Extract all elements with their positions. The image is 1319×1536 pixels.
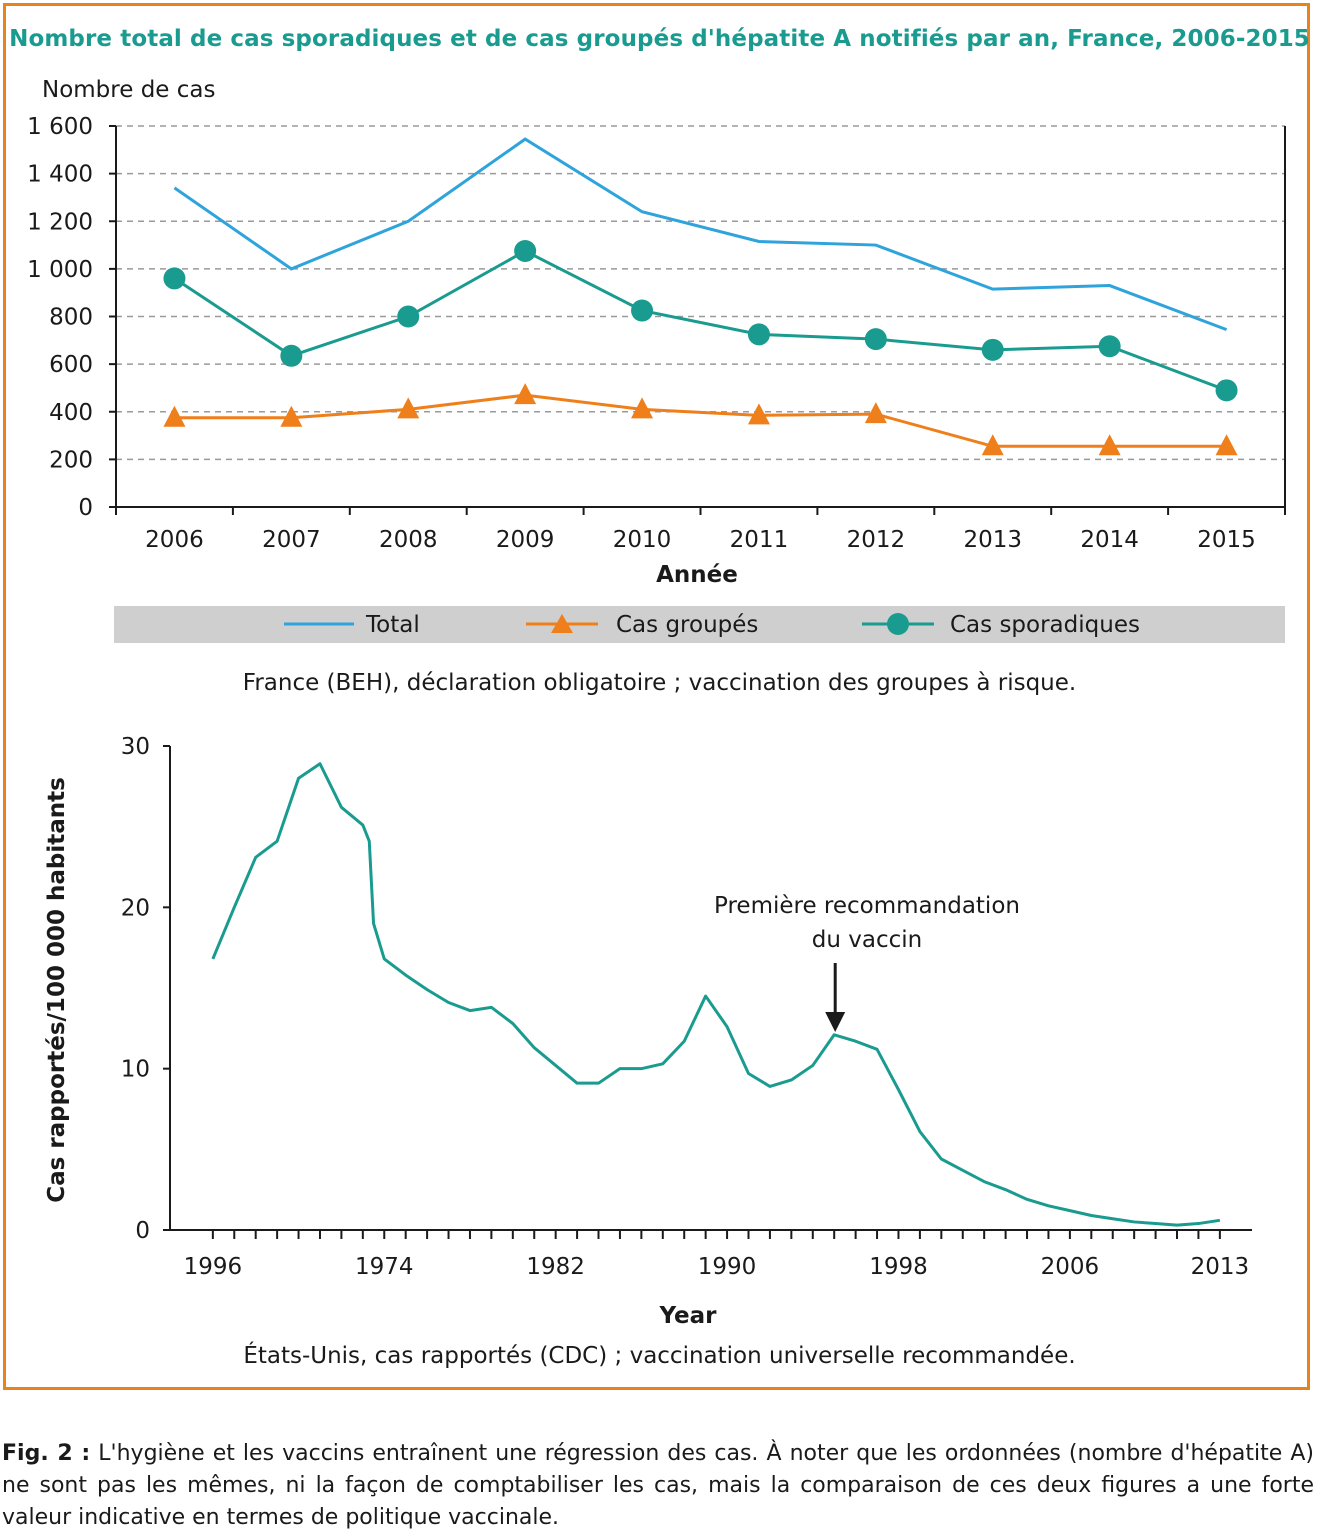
- chart1-svg: Nombre de cas 0 200 400 600 800 1 000 1 200 1 4…: [27, 77, 1286, 588]
- chart1-xtick-label: 2013: [963, 527, 1022, 553]
- chart1-xtick-label: 2006: [145, 527, 204, 553]
- chart2-xtick-label: 2013: [1191, 1254, 1250, 1280]
- chart2-xtick-label: 1990: [698, 1254, 757, 1280]
- chart1-point-sporadiques: [981, 338, 1004, 361]
- chart1-ytick-label: 200: [49, 447, 93, 473]
- legend-groupes-label: Cas groupés: [616, 612, 758, 638]
- chart1-xtick-label: 2014: [1080, 527, 1139, 553]
- chart1-point-groupes: [1215, 434, 1238, 456]
- chart1-point-sporadiques: [747, 323, 770, 346]
- legend-sporadiques-label: Cas sporadiques: [950, 612, 1140, 638]
- chart1-point-groupes: [981, 434, 1004, 456]
- chart2-xlabel: Year: [658, 1303, 717, 1329]
- chart1-point-sporadiques: [1098, 335, 1121, 358]
- chart1-point-sporadiques: [514, 240, 537, 263]
- legend-item-cas-groupes: Cas groupés: [526, 612, 758, 638]
- chart1-ytick-label: 400: [49, 400, 93, 426]
- legend-item-total: Total: [284, 612, 420, 638]
- chart1-point-sporadiques: [280, 344, 303, 367]
- chart1-series-line-1: [174, 393, 1227, 448]
- chart1-ytick-label: 800: [49, 305, 93, 331]
- chart2-ytick-label: 30: [121, 734, 150, 760]
- chart2-xtick-label: 1998: [869, 1254, 928, 1280]
- legend-total-label: Total: [365, 612, 420, 638]
- annotation-line2: du vaccin: [812, 927, 922, 953]
- legend-item-cas-sporadiques: Cas sporadiques: [862, 612, 1140, 638]
- chart1-point-groupes: [747, 403, 770, 425]
- chart1-point-groupes: [163, 405, 186, 427]
- chart2-caption: États-Unis, cas rapportés (CDC) ; vaccin…: [243, 1343, 1076, 1369]
- chart1-point-groupes: [397, 397, 420, 419]
- chart1-xtick-label: 2008: [379, 527, 438, 553]
- chart1-ytick-label: 1 200: [27, 209, 93, 235]
- chart1-xtick-label: 2015: [1197, 527, 1256, 553]
- chart1-xtick-label: 2011: [730, 527, 789, 553]
- chart1-ytick-label: 1 400: [27, 162, 93, 188]
- chart1-xtick-label: 2012: [847, 527, 906, 553]
- chart1-ylabel: Nombre de cas: [42, 77, 215, 103]
- chart1-point-groupes: [514, 383, 537, 405]
- chart1-ytick-label: 600: [49, 352, 93, 378]
- chart1-point-groupes: [864, 402, 887, 424]
- chart1-point-groupes: [280, 405, 303, 427]
- chart2-ylabel: Cas rapportés/100 000 habitants: [44, 777, 70, 1203]
- figure-caption: Fig. 2 : L'hygiène et les vaccins entraî…: [2, 1438, 1314, 1534]
- chart1-point-groupes: [1098, 434, 1121, 456]
- chart1-point-sporadiques: [163, 267, 186, 290]
- legend-triangle-icon: [551, 614, 573, 633]
- chart1-xlabel: Année: [656, 562, 738, 588]
- chart1-series-line-2: [173, 249, 1228, 392]
- figure-caption-text: L'hygiène et les vaccins entraînent une …: [2, 1441, 1314, 1530]
- chart2-xtick-label: 1982: [526, 1254, 585, 1280]
- chart1-legend: Total Cas groupés Cas sporadiques: [114, 606, 1285, 643]
- chart2-xtick-label: 2006: [1041, 1254, 1100, 1280]
- chart2-xtick-label: 1974: [355, 1254, 414, 1280]
- chart2-svg: Cas rapportés/100 000 habitants 0102030 …: [44, 734, 1252, 1329]
- chart1-ytick-label: 0: [78, 495, 93, 521]
- chart1-caption: France (BEH), déclaration obligatoire ; …: [242, 670, 1077, 696]
- chart1-point-sporadiques: [631, 299, 654, 322]
- chart1-point-sporadiques: [864, 328, 887, 351]
- legend-circle-icon: [887, 613, 909, 635]
- annotation-arrow-icon: [825, 963, 846, 1032]
- chart2-annotation: Première recommandation du vaccin: [714, 893, 1020, 1032]
- chart2-xtick-label: 1996: [184, 1254, 243, 1280]
- chart1-xtick-label: 2010: [613, 527, 672, 553]
- figure-caption-label: Fig. 2 :: [2, 1441, 91, 1466]
- annotation-line1: Première recommandation: [714, 893, 1020, 919]
- chart1-ytick-label: 1 000: [27, 257, 93, 283]
- chart1-xtick-label: 2007: [262, 527, 321, 553]
- chart2-series-line: [211, 762, 1221, 1227]
- chart2-ytick-label: 0: [135, 1218, 150, 1244]
- chart2-ytick-label: 20: [121, 895, 150, 921]
- chart1-point-sporadiques: [1215, 379, 1238, 402]
- chart1-title: Nombre total de cas sporadiques et de ca…: [9, 26, 1310, 52]
- chart2-ytick-label: 10: [121, 1057, 150, 1083]
- chart1-point-sporadiques: [397, 305, 420, 328]
- figure-frame: [3, 3, 1310, 1390]
- chart1-point-groupes: [631, 397, 654, 419]
- chart1-ytick-label: 1 600: [27, 114, 93, 140]
- chart1-series-line-0: [173, 137, 1228, 332]
- chart1-xtick-label: 2009: [496, 527, 555, 553]
